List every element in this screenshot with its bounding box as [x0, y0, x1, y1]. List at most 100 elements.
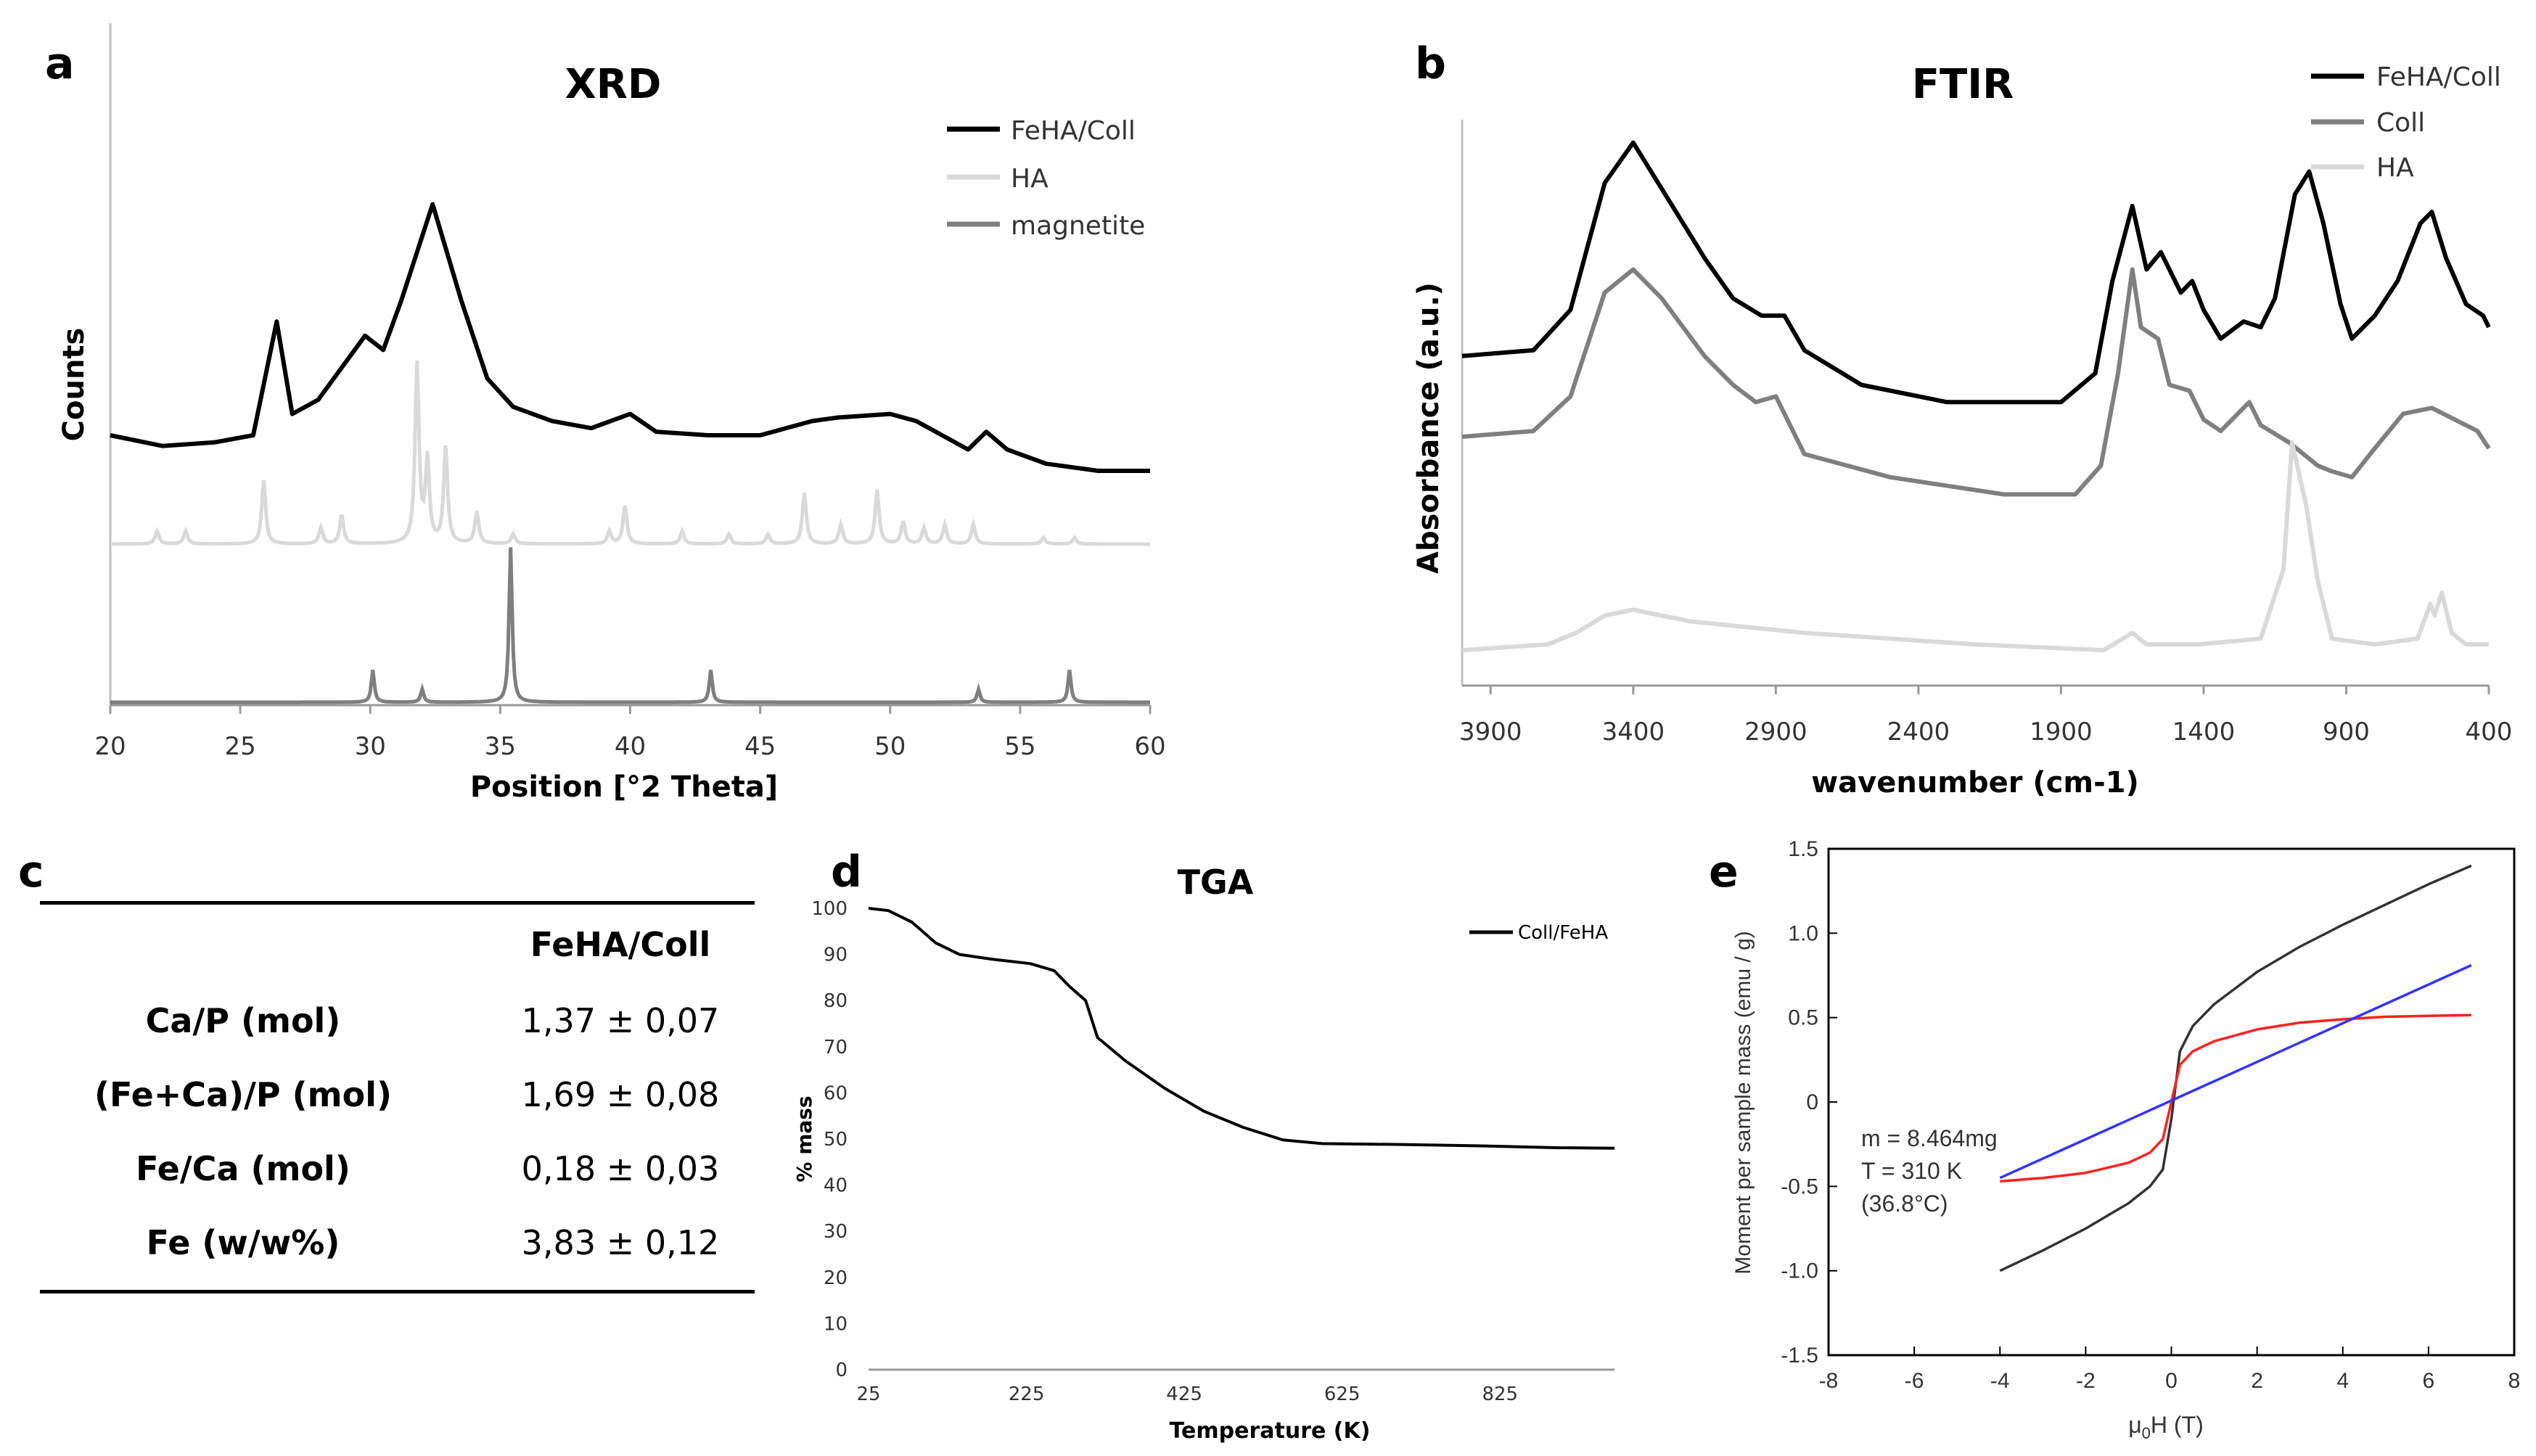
ftir-series-feha-coll	[1461, 140, 2491, 405]
tga-y-tick-label: 10	[824, 1313, 848, 1335]
xrd-x-tick-label: 60	[1134, 732, 1165, 761]
ftir-legend-label: HA	[2376, 153, 2414, 183]
tga-title: TGA	[1178, 863, 1254, 902]
xrd-title: XRD	[565, 61, 662, 108]
ftir-x-tick-label: 1400	[2172, 717, 2236, 746]
mag-x-tick-label: -8	[1819, 1369, 1839, 1393]
xrd-series-feha-coll	[110, 202, 1150, 473]
tga-legend-label: Coll/FeHA	[1518, 922, 1608, 944]
table-row-value: 1,69 ± 0,08	[521, 1075, 720, 1114]
xrd-x-tick-label: 20	[94, 732, 126, 761]
tga-y-tick-label: 20	[824, 1267, 848, 1289]
xrd-x-tick-label: 45	[744, 732, 776, 761]
mag-series-total	[1999, 864, 2472, 1272]
xrd-x-tick-label: 30	[355, 732, 386, 761]
panel-label-e: e	[1709, 847, 1739, 897]
mag-annotation-line: T = 310 K	[1861, 1158, 1962, 1184]
mag-annotation: m = 8.464mg T = 310 K (36.8°C)	[1861, 1125, 1998, 1217]
table-row-value: 1,37 ± 0,07	[521, 1001, 720, 1040]
mag-series-ferromagnetic	[2000, 1013, 2471, 1183]
mag-y-tick-label: 1.0	[1788, 921, 1818, 945]
tga-x-tick-label: 425	[1166, 1383, 1202, 1405]
mag-x-tick-label: -4	[1990, 1369, 2010, 1393]
mag-x-tick-label: 4	[2336, 1369, 2349, 1393]
tga-x-label: Temperature (K)	[1170, 1418, 1371, 1444]
xrd-x-tick-label: 50	[874, 732, 906, 761]
tga-y-tick-label: 40	[824, 1175, 848, 1197]
ftir-x-tick-label: 1900	[2030, 717, 2093, 746]
tga-legend: Coll/FeHA	[1469, 922, 1608, 944]
xrd-series-ha	[110, 360, 1150, 546]
composition-table: FeHA/Coll Ca/P (mol) 1,37 ± 0,07 (Fe+Ca)…	[40, 856, 755, 1293]
tga-x-tick-label: 625	[1324, 1383, 1361, 1405]
mag-y-tick-label: -1.0	[1781, 1259, 1818, 1283]
table-row-label: Fe/Ca (mol)	[136, 1149, 350, 1188]
tga-y-tick-label: 70	[824, 1037, 848, 1058]
mag-x-label: μ0H (T)	[2128, 1412, 2204, 1442]
mag-x-tick-label: 0	[2165, 1369, 2178, 1393]
mag-y-label: Moment per sample mass (emu / g)	[1731, 931, 1755, 1274]
mag-series-linear	[1999, 963, 2472, 1180]
tga-y-tick-label: 30	[824, 1221, 848, 1243]
mag-x-tick-label: -2	[2076, 1369, 2096, 1393]
tga-y-tick-label: 50	[824, 1129, 848, 1151]
ftir-x-tick-label: 3400	[1602, 717, 1665, 746]
table-bottom-rule	[40, 1290, 755, 1293]
ftir-series-coll	[1461, 267, 2491, 497]
ftir-x-tick-label: 400	[2466, 717, 2513, 746]
xrd-series-magnetite	[110, 547, 1150, 704]
ftir-legend-label: Coll	[2376, 108, 2425, 138]
mag-x-tick-label: 2	[2251, 1369, 2263, 1393]
table-row-value: 0,18 ± 0,03	[521, 1149, 720, 1188]
ftir-y-label: Absorbance (a.u.)	[1412, 282, 1445, 574]
table-row-label: (Fe+Ca)/P (mol)	[94, 1075, 393, 1114]
tga-y-tick-label: 100	[811, 898, 848, 920]
mag-x-tick-label: 6	[2423, 1369, 2435, 1393]
ftir-x-tick-label: 900	[2323, 717, 2370, 746]
ftir-legend-label: FeHA/Coll	[2376, 62, 2501, 92]
tga-x-tick-label: 825	[1482, 1383, 1518, 1405]
mag-y-tick-label: 0	[1806, 1090, 1818, 1114]
xrd-y-label: Counts	[57, 328, 91, 442]
mag-annotation-line: m = 8.464mg	[1861, 1125, 1998, 1151]
xrd-legend-label: HA	[1011, 164, 1049, 194]
panel-label-c: c	[18, 847, 44, 897]
mag-y-tick-label: 1.5	[1788, 837, 1818, 861]
ftir-x-label: wavenumber (cm-1)	[1811, 766, 2139, 799]
table-column-header: FeHA/Coll	[530, 925, 711, 964]
table-row-label: Ca/P (mol)	[145, 1001, 341, 1040]
mag-y-tick-label: 0.5	[1788, 1006, 1818, 1030]
xrd-x-label: Position [°2 Theta]	[470, 770, 778, 804]
xrd-x-tick-label: 35	[485, 732, 516, 761]
panel-label-d: d	[831, 847, 862, 897]
xrd-legend-label: FeHA/Coll	[1011, 116, 1136, 146]
ftir-chart: FTIR Absorbance (a.u.) wavenumber (cm-1)…	[1412, 61, 2512, 799]
xrd-x-tick-label: 40	[615, 732, 646, 761]
ftir-series-ha	[1461, 440, 2489, 653]
tga-y-tick-label: 60	[824, 1082, 848, 1104]
tga-series-coll-feha	[868, 907, 1615, 1150]
mag-annotation-line: (36.8°C)	[1861, 1190, 1948, 1217]
tga-y-tick-label: 0	[835, 1360, 848, 1381]
ftir-title: FTIR	[1912, 61, 2014, 108]
tga-x-tick-label: 25	[856, 1383, 880, 1405]
table-row-label: Fe (w/w%)	[146, 1223, 340, 1262]
tga-x-tick-label: 225	[1009, 1383, 1045, 1405]
tga-chart: TGA % mass Temperature (K) 25 225 425 625 82…	[792, 863, 1615, 1444]
xrd-legend: FeHA/Coll HA magnetite	[947, 116, 1145, 241]
xrd-x-tick-label: 55	[1004, 732, 1035, 761]
mag-x-tick-label: 8	[2508, 1369, 2521, 1393]
xrd-x-tick-label: 25	[224, 732, 255, 761]
xrd-chart: XRD Counts Position [°2 Theta] 20 25 30 35 4…	[57, 23, 1166, 804]
tga-y-tick-label: 90	[824, 945, 848, 966]
ftir-x-tick-label: 2900	[1744, 717, 1807, 746]
ftir-legend: FeHA/Coll Coll HA	[2311, 62, 2501, 183]
xrd-legend-label: magnetite	[1011, 211, 1145, 241]
table-top-rule	[40, 901, 755, 905]
mag-y-tick-label: -0.5	[1781, 1175, 1818, 1198]
mag-x-tick-label: -6	[1905, 1369, 1924, 1393]
magnetization-chart: -8 -6 -4 -2 0 2 4 6 8 -1.5 -1.0 -0.5 0 0.5 1.0 1.5 Mome…	[1731, 837, 2520, 1442]
panel-label-b: b	[1415, 38, 1446, 89]
ftir-x-tick-label: 3900	[1459, 717, 1522, 746]
